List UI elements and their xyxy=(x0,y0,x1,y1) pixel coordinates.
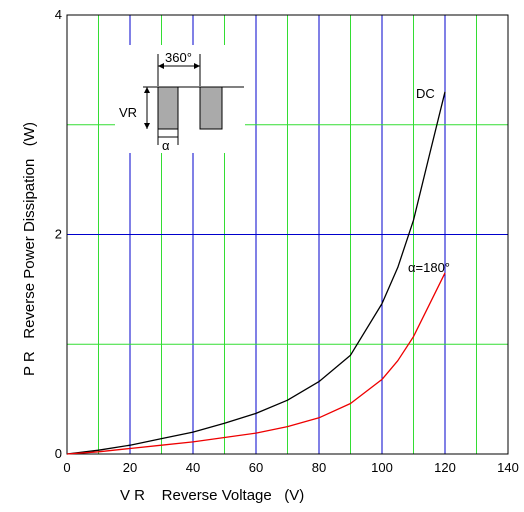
tick-labels: 0 20 40 60 80 100 120 140 0 2 4 xyxy=(55,7,519,475)
amplitude-label: VR xyxy=(119,105,137,120)
series-label-dc: DC xyxy=(416,86,435,101)
y-axis-title: P R Reverse Power Dissipation (W) xyxy=(21,122,38,376)
y-tick-label: 4 xyxy=(55,7,62,22)
amplitude-arrow-bottom xyxy=(144,123,150,129)
y-tick-label: 0 xyxy=(55,446,62,461)
x-tick-label: 40 xyxy=(186,460,200,475)
pulse-2 xyxy=(199,86,223,130)
x-tick-label: 0 xyxy=(63,460,70,475)
x-tick-label: 100 xyxy=(371,460,393,475)
pulse-1 xyxy=(157,86,179,130)
width-label: α xyxy=(162,138,170,153)
grid xyxy=(67,15,508,454)
x-tick-label: 80 xyxy=(312,460,326,475)
amplitude-arrow-top xyxy=(144,87,150,93)
x-tick-label: 60 xyxy=(249,460,263,475)
y-tick-label: 2 xyxy=(55,227,62,242)
x-tick-label: 20 xyxy=(123,460,137,475)
waveform-inset: 360° VR α xyxy=(115,45,245,153)
x-axis-title: V R Reverse Voltage (V) xyxy=(120,487,304,504)
series-layer xyxy=(66,91,446,455)
period-arrow-left xyxy=(158,63,164,69)
waveform-line xyxy=(143,86,244,130)
inset-background xyxy=(115,45,245,153)
x-tick-label: 120 xyxy=(434,460,456,475)
x-tick-label: 140 xyxy=(497,460,519,475)
series-line-0 xyxy=(66,91,446,455)
period-arrow-right xyxy=(194,63,200,69)
series-label-alpha-180: α=180° xyxy=(408,260,450,275)
period-label: 360° xyxy=(165,50,192,65)
plot-frame xyxy=(66,14,509,455)
series-line-1 xyxy=(66,272,446,455)
